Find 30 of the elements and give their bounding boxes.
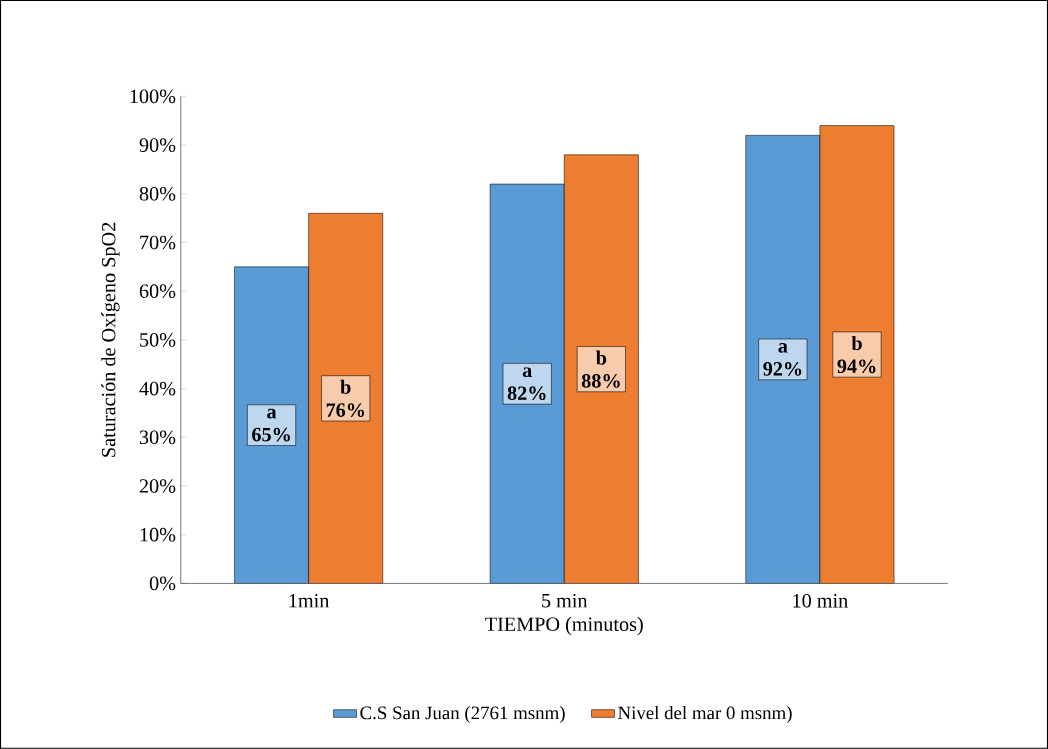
y-tick-label: 20%: [139, 479, 176, 493]
bar: [745, 135, 821, 584]
y-tick-label: 30%: [139, 430, 176, 445]
y-tick-label: 10%: [140, 527, 176, 542]
bar: [564, 154, 639, 584]
y-tick-label: 40%: [139, 381, 176, 396]
bar: [308, 213, 383, 584]
data-label: b 94%: [837, 336, 876, 374]
y-tick-label: 50%: [140, 333, 176, 347]
x-axis-title: TIEMPO (minutos): [485, 616, 643, 636]
bar: [234, 266, 309, 584]
data-label: a 82%: [507, 367, 546, 401]
y-tick-label: 0%: [149, 576, 176, 591]
y-axis-title: Saturación de Oxígeno SpO2: [101, 222, 120, 457]
y-tick-label: 90%: [139, 138, 176, 153]
x-tick-label: 1min: [289, 594, 330, 608]
y-tick-label: 70%: [140, 235, 176, 250]
legend-label: Nivel del mar 0 msnm): [618, 706, 792, 724]
data-label: b 76%: [326, 379, 365, 418]
bar: [819, 125, 895, 584]
legend-label: C.S San Juan (2761 msnm): [360, 706, 565, 724]
data-label: a 65%: [252, 408, 290, 442]
data-label: b 88%: [581, 350, 620, 388]
data-label: a 92%: [763, 343, 802, 376]
y-tick-label: 80%: [139, 187, 176, 201]
x-tick-label: 5 min: [542, 594, 588, 608]
x-tick-label: 10 min: [793, 594, 848, 608]
bar: [490, 184, 565, 584]
y-tick-label: 100%: [130, 89, 176, 104]
y-tick-label: 60%: [139, 284, 176, 299]
